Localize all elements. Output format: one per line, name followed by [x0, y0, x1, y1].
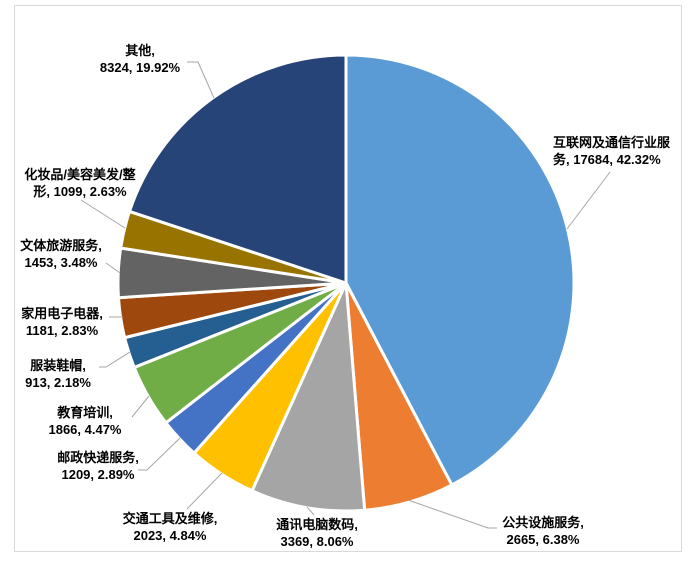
slice-label-line: 1181, 2.83%	[25, 323, 99, 338]
pie-slice	[128, 53, 348, 285]
slice-label-line: 家用电子电器,	[21, 306, 103, 321]
slice-label: 教育培训, 1866, 4.47%	[38, 404, 132, 438]
slice-label: 其他, 8324, 19.92%	[92, 42, 188, 76]
slice-label-line: 1866, 4.47%	[48, 422, 122, 437]
slice-label-line: 邮政快递服务,	[57, 450, 139, 465]
leader-line	[80, 199, 126, 229]
slice-label-line: 913, 2.18%	[25, 375, 91, 390]
leader-line	[187, 61, 215, 99]
slice-label: 服装鞋帽, 913, 2.18%	[16, 357, 100, 391]
leader-line	[407, 499, 497, 529]
slice-label: 通讯电脑数码, 3369, 8.06%	[272, 516, 362, 550]
leader-line	[306, 506, 315, 516]
slice-label-line: 形, 1099, 2.63%	[33, 184, 127, 199]
slice-label-line: 2665, 6.38%	[506, 532, 580, 547]
slice-label: 交通工具及维修, 2023, 4.84%	[120, 510, 220, 544]
slice-label-line: 文体旅游服务,	[20, 238, 102, 253]
slice-label-line: 公共设施服务,	[502, 515, 584, 530]
leader-line	[138, 437, 181, 471]
leader-line	[566, 171, 611, 230]
slice-label-line: 其他,	[125, 43, 155, 58]
slice-label-line: 2023, 4.84%	[133, 528, 207, 543]
slice-label-line: 教育培训,	[57, 405, 113, 420]
leader-line	[131, 395, 150, 418]
slice-label-line: 务, 17684, 42.32%	[553, 152, 661, 167]
slice-label-line: 互联网及通信行业服	[553, 135, 671, 150]
slice-label-line: 1209, 2.89%	[61, 467, 135, 482]
leader-line	[99, 351, 131, 368]
slice-label: 公共设施服务, 2665, 6.38%	[499, 514, 587, 548]
slice-label-line: 通讯电脑数码,	[276, 517, 358, 532]
slice-label-line: 交通工具及维修,	[122, 511, 218, 526]
slice-label: 化妆品/美容美发/整 形, 1099, 2.63%	[16, 166, 144, 200]
slice-label-line: 8324, 19.92%	[99, 60, 181, 75]
slice-label-line: 化妆品/美容美发/整	[24, 167, 136, 182]
leader-line	[105, 262, 121, 274]
slice-label-line: 3369, 8.06%	[280, 534, 354, 549]
chart-border	[14, 5, 682, 552]
slice-label-line: 服装鞋帽,	[30, 358, 86, 373]
slice-label: 邮政快递服务, 1209, 2.89%	[54, 449, 142, 483]
leader-line	[186, 472, 223, 510]
slice-label: 互联网及通信行业服 务, 17684, 42.32%	[553, 134, 679, 168]
slice-label-line: 1453, 3.48%	[24, 255, 98, 270]
slice-label: 家用电子电器, 1181, 2.83%	[16, 305, 108, 339]
slice-label: 文体旅游服务, 1453, 3.48%	[16, 237, 106, 271]
